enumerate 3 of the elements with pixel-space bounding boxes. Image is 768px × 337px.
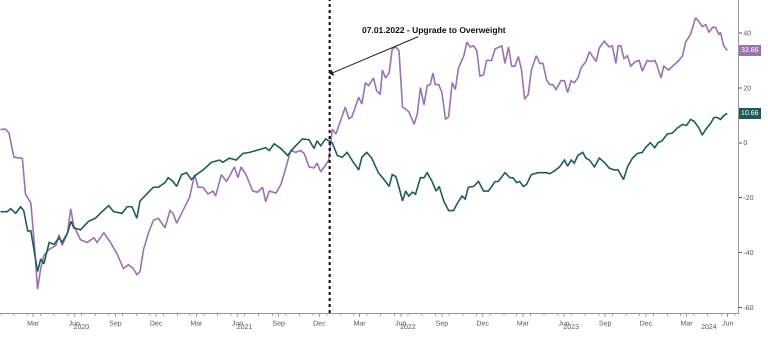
annotation: 07.01.2022 - Upgrade to Overweight [362, 25, 506, 35]
line-series [0, 17, 728, 290]
line-series [0, 112, 728, 272]
